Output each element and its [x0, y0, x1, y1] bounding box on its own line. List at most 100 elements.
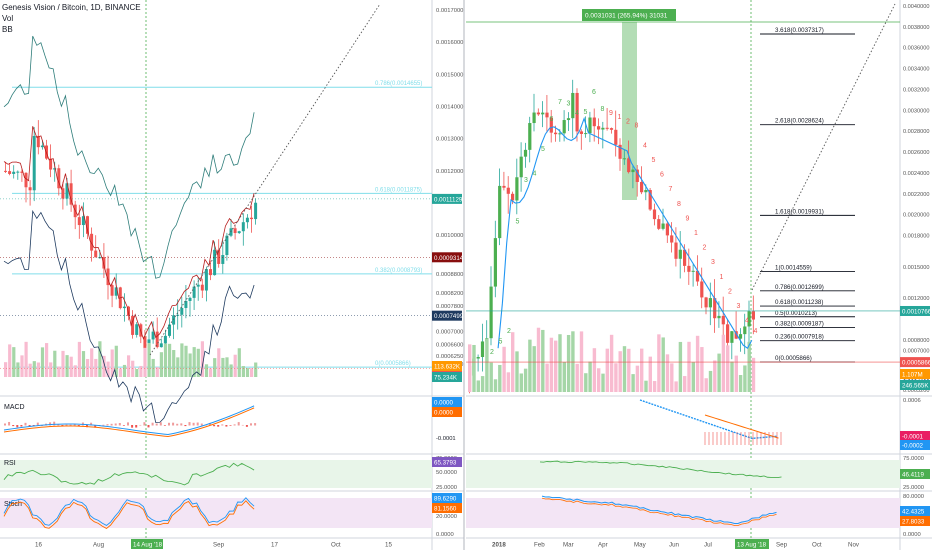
candle-body — [687, 265, 691, 272]
macd-hist — [217, 425, 220, 427]
macd-hist — [24, 422, 27, 426]
chart-header: Genesis Vision / Bitcoin, 1D, BINANCE Vo… — [2, 2, 141, 35]
volume-tag-left-bg — [432, 361, 462, 371]
date-marker-bg-right — [735, 539, 769, 549]
volume-bar — [605, 348, 609, 392]
volume-bar — [661, 337, 665, 392]
candle-body — [515, 177, 519, 201]
price-axis-label: 0.0007000 — [436, 330, 463, 336]
candle-body — [221, 255, 225, 264]
fib-level-label: 0.786(0.0012699) — [775, 284, 824, 291]
volume-bar — [209, 368, 213, 377]
candle-body — [16, 171, 20, 173]
macd-hist — [180, 423, 183, 426]
fib-level-label: 2.618(0.0028624) — [775, 118, 824, 125]
td-count-label: 6 — [550, 116, 554, 123]
candle-body — [24, 172, 28, 188]
candle-body — [12, 171, 16, 174]
stoch-tag-right-bg — [900, 506, 930, 516]
volume-bar — [176, 357, 180, 377]
candle-body — [592, 117, 596, 127]
macd-tag-right-bg — [900, 431, 930, 441]
candle-body — [691, 270, 695, 272]
signal-line — [3, 407, 255, 438]
x-axis-label-right: Sep — [776, 542, 788, 549]
price-axis-label-right: 0.0030000 — [903, 108, 929, 114]
candle-body — [532, 112, 536, 124]
macd-hist — [163, 425, 166, 426]
candle-body — [618, 144, 622, 159]
candle-body — [4, 170, 7, 172]
macd-hist — [139, 424, 142, 426]
price-tag-right: 0.0005866 — [902, 360, 932, 367]
td-count-label: 9 — [609, 110, 613, 117]
volume-bar — [4, 362, 8, 377]
candle-body — [502, 185, 506, 188]
candle-body — [545, 112, 549, 118]
candle-body — [110, 285, 114, 296]
volume-bar — [73, 365, 77, 377]
volume-tag-right: 246.565K — [902, 383, 929, 390]
stoch-tag-left: 89.6290 — [434, 496, 457, 503]
candle-body — [566, 118, 571, 121]
rsi-line-right — [539, 460, 782, 479]
price-axis-label-right: 0.0026000 — [903, 150, 929, 156]
trend-line-right — [751, 3, 896, 291]
volume-bar — [549, 337, 554, 392]
fib-level-label: 1(0.0014559) — [775, 264, 812, 271]
volume-bar — [502, 346, 506, 392]
price-axis-label-right: 0.0018000 — [903, 234, 929, 240]
stoch-band-right — [466, 498, 900, 528]
macd-hist — [114, 423, 117, 426]
candle-body — [657, 219, 661, 229]
candle-body — [40, 145, 44, 148]
candle-body — [217, 249, 221, 264]
price-axis-label-right: 0.0024000 — [903, 171, 929, 177]
x-axis-label-left: Sep — [213, 542, 225, 549]
volume-bar — [670, 363, 674, 392]
stoch-k-right — [541, 495, 777, 524]
candle-body — [588, 117, 592, 134]
candle-body — [86, 216, 89, 234]
volume-bar — [691, 362, 695, 392]
candle-body — [579, 131, 583, 134]
price-axis-label-right: 0.0034000 — [903, 67, 929, 73]
candle-body — [627, 158, 631, 173]
stoch-axis-label-right: 0.0000 — [903, 532, 921, 538]
volume-tag-left: 75.234K — [434, 375, 458, 382]
x-axis-label-right: May — [634, 542, 647, 549]
candle-body — [159, 343, 163, 348]
td-count-label: 5 — [499, 338, 503, 345]
volume-bar — [143, 347, 147, 377]
candle-body — [135, 324, 139, 335]
volume-bar — [627, 348, 631, 392]
bb-upper — [3, 35, 255, 279]
volume-bar — [147, 342, 151, 377]
volume-bar — [674, 381, 678, 392]
volume-bar — [622, 346, 627, 392]
volume-bar — [743, 365, 747, 392]
candle-body — [69, 183, 73, 205]
volume-bar — [721, 334, 726, 392]
candle-body — [204, 269, 208, 291]
rsi-axis-label-right: 25.0000 — [903, 485, 924, 491]
volume-bar — [536, 327, 541, 392]
vol-indicator-label[interactable]: Vol — [2, 14, 14, 23]
volume-bar — [217, 348, 221, 377]
fib-level-label: 0.5(0.0010213) — [775, 310, 817, 317]
bb-indicator-label[interactable]: BB — [2, 25, 13, 34]
candle-body — [661, 223, 665, 229]
volume-bar — [49, 362, 53, 377]
candle-body — [90, 233, 94, 251]
volume-bar — [53, 350, 57, 377]
macd-hist — [188, 422, 191, 426]
volume-bar — [726, 345, 730, 392]
macd-axis-label-right: 0.0006 — [903, 398, 921, 404]
volume-bar — [94, 358, 98, 377]
candle-body — [700, 281, 704, 298]
price-axis-label: 0.0010000 — [436, 233, 463, 239]
macd-hist — [184, 425, 187, 427]
volume-bar — [734, 355, 738, 392]
volume-bar — [584, 373, 588, 392]
